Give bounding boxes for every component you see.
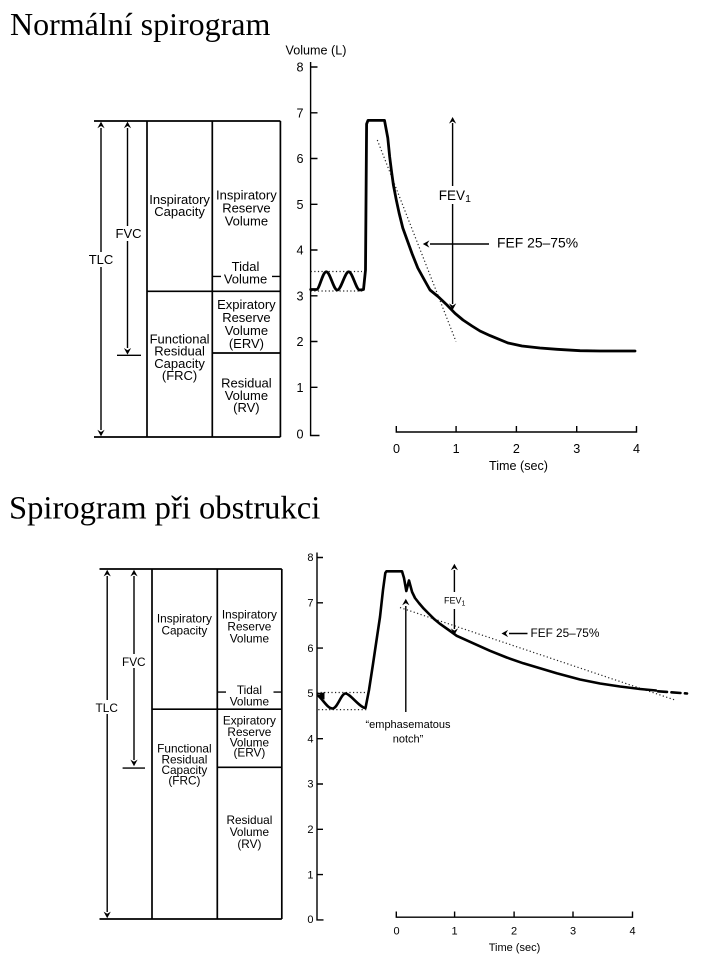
svg-text:7: 7 <box>307 598 313 610</box>
svg-text:1: 1 <box>296 381 303 395</box>
svg-text:Tidal: Tidal <box>237 683 262 697</box>
svg-text:(RV): (RV) <box>237 837 261 851</box>
svg-text:0: 0 <box>296 427 303 441</box>
svg-text:“emphasematous: “emphasematous <box>366 719 451 731</box>
svg-text:Inspiratory: Inspiratory <box>149 192 210 207</box>
svg-text:Tidal: Tidal <box>232 259 260 274</box>
svg-text:FVC: FVC <box>116 226 142 241</box>
svg-text:Inspiratory: Inspiratory <box>157 612 212 626</box>
svg-text:Spirogram při obstrukci: Spirogram při obstrukci <box>9 491 320 527</box>
svg-text:4: 4 <box>307 733 313 745</box>
svg-text:(ERV): (ERV) <box>229 336 264 351</box>
svg-text:Reserve: Reserve <box>227 725 271 739</box>
svg-text:6: 6 <box>296 152 303 166</box>
svg-text:(RV): (RV) <box>233 400 259 415</box>
svg-text:FEV1: FEV1 <box>444 596 466 608</box>
svg-text:3: 3 <box>570 926 576 938</box>
svg-text:Capacity: Capacity <box>154 204 205 219</box>
svg-text:Volume: Volume <box>230 736 270 750</box>
svg-text:4: 4 <box>629 926 635 938</box>
svg-text:(FRC): (FRC) <box>168 774 200 788</box>
svg-text:Functional: Functional <box>150 331 210 346</box>
svg-text:Expiratory: Expiratory <box>223 714 276 728</box>
svg-text:FEF 25–75%: FEF 25–75% <box>531 626 600 640</box>
svg-text:8: 8 <box>307 552 313 564</box>
svg-text:7: 7 <box>296 106 303 120</box>
svg-text:Volume: Volume <box>224 271 267 286</box>
svg-text:FEF 25–75%: FEF 25–75% <box>497 235 578 251</box>
svg-text:Residual: Residual <box>226 813 272 827</box>
svg-text:Residual: Residual <box>221 376 272 391</box>
svg-text:2: 2 <box>511 926 517 938</box>
svg-text:1: 1 <box>453 442 460 456</box>
svg-text:5: 5 <box>307 688 313 700</box>
svg-text:1: 1 <box>452 926 458 938</box>
svg-text:Capacity: Capacity <box>161 624 207 638</box>
svg-text:Reserve: Reserve <box>227 620 271 634</box>
svg-text:4: 4 <box>633 442 640 456</box>
svg-text:Expiratory: Expiratory <box>217 297 276 312</box>
svg-text:0: 0 <box>307 914 313 926</box>
svg-text:Reserve: Reserve <box>222 310 270 325</box>
svg-text:1: 1 <box>307 869 313 881</box>
svg-text:Capacity: Capacity <box>161 763 207 777</box>
svg-text:4: 4 <box>296 244 303 258</box>
svg-text:2: 2 <box>296 335 303 349</box>
svg-text:6: 6 <box>307 643 313 655</box>
svg-text:Inspiratory: Inspiratory <box>222 608 277 622</box>
svg-text:FVC: FVC <box>122 655 146 669</box>
svg-text:0: 0 <box>393 926 399 938</box>
svg-text:TLC: TLC <box>89 252 114 267</box>
svg-text:Time (sec): Time (sec) <box>489 942 541 954</box>
svg-text:notch”: notch” <box>393 734 424 746</box>
svg-text:(ERV): (ERV) <box>233 746 265 760</box>
svg-text:Reserve: Reserve <box>222 201 270 216</box>
svg-text:3: 3 <box>307 779 313 791</box>
svg-text:(FRC): (FRC) <box>162 368 197 383</box>
svg-text:Inspiratory: Inspiratory <box>216 187 277 202</box>
svg-text:Volume: Volume <box>225 388 268 403</box>
svg-text:Time (sec): Time (sec) <box>489 459 548 473</box>
svg-text:FEV1: FEV1 <box>439 188 471 205</box>
svg-text:Residual: Residual <box>161 753 207 767</box>
svg-text:Normální spirogram: Normální spirogram <box>10 6 271 42</box>
svg-text:Residual: Residual <box>154 344 205 359</box>
svg-text:Volume: Volume <box>230 632 270 646</box>
svg-text:TLC: TLC <box>96 701 119 715</box>
svg-text:2: 2 <box>513 442 520 456</box>
svg-text:Volume: Volume <box>225 214 268 229</box>
svg-text:3: 3 <box>296 289 303 303</box>
svg-text:0: 0 <box>393 442 400 456</box>
svg-text:8: 8 <box>296 61 303 75</box>
svg-text:Capacity: Capacity <box>154 356 205 371</box>
svg-text:Volume (L): Volume (L) <box>286 44 347 58</box>
svg-text:3: 3 <box>573 442 580 456</box>
svg-text:5: 5 <box>296 198 303 212</box>
svg-text:2: 2 <box>307 824 313 836</box>
svg-text:Volume: Volume <box>230 695 270 709</box>
svg-text:Volume: Volume <box>225 323 268 338</box>
svg-text:Functional: Functional <box>157 742 211 756</box>
svg-text:Volume: Volume <box>230 825 270 839</box>
